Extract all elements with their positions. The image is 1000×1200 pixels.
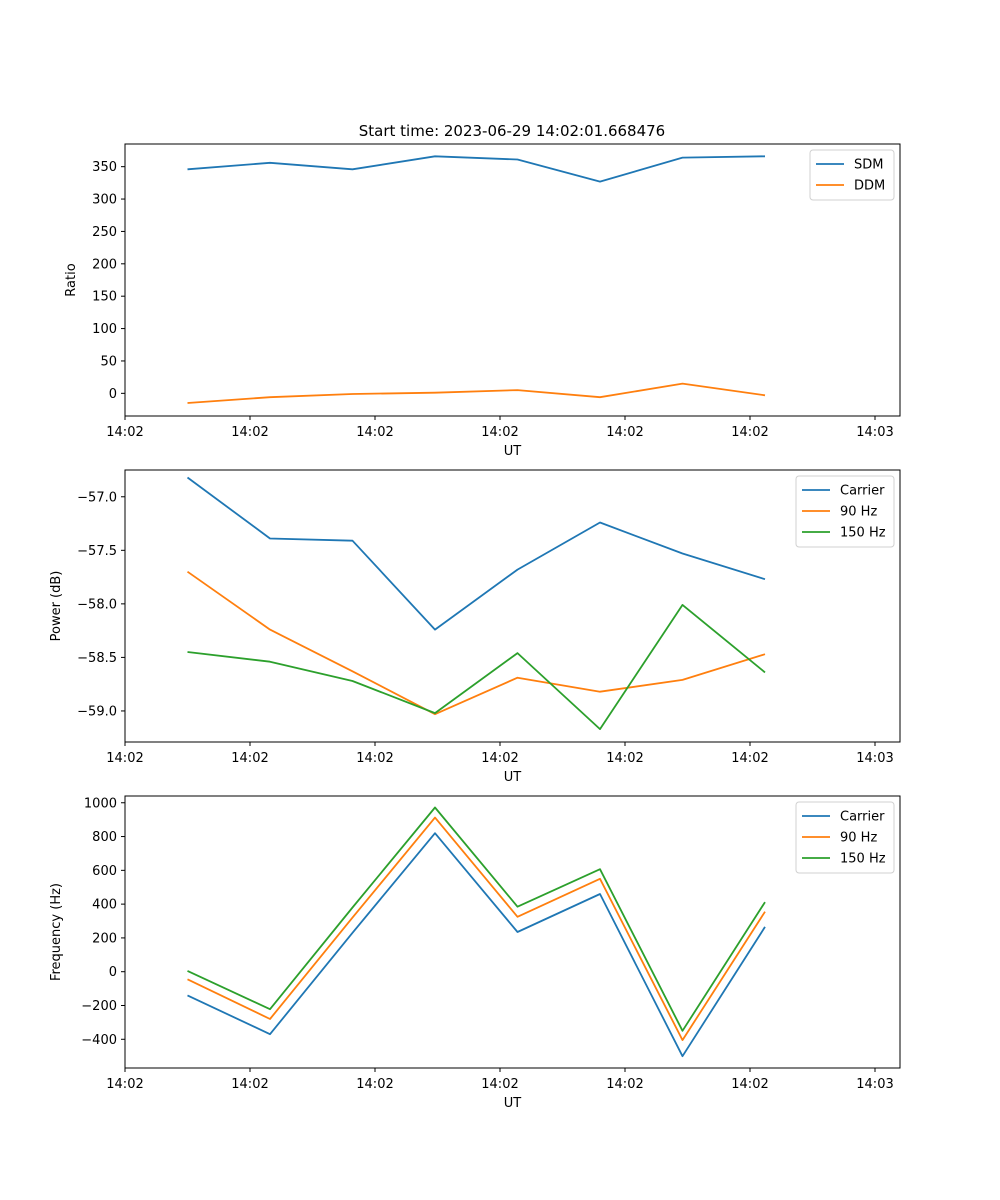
- frequency-y-tick-label-2: 600: [92, 864, 117, 879]
- ratio-y-tick-label-6: 300: [92, 193, 117, 208]
- power-x-tick-label-1: 14:02: [231, 751, 268, 766]
- ratio-x-tick-label-1: 14:02: [231, 425, 268, 440]
- ratio-series-line-0: [187, 155, 766, 183]
- ratio-y-tick-label-0: 0: [109, 387, 117, 402]
- frequency-series-line-2: [187, 806, 766, 1032]
- power-y-tick-label-0: −57.0: [77, 490, 117, 505]
- frequency-legend-label-0: Carrier: [840, 810, 885, 825]
- power-legend-label-2: 150 Hz: [840, 526, 886, 541]
- frequency-legend-frame: [795, 801, 895, 874]
- frequency-y-tick-label-6: −200: [81, 999, 117, 1014]
- frequency-legend: Carrier 90 Hz 150 Hz: [795, 801, 895, 874]
- power-x-axis-label: UT: [504, 770, 522, 785]
- power-x-tick-label-6: 14:03: [856, 751, 893, 766]
- ratio-legend-label-1: DDM: [854, 179, 885, 194]
- power-x-tick-label-4: 14:02: [606, 751, 643, 766]
- power-y-tick-label-2: −58.0: [77, 597, 117, 612]
- power-y-axis-label: Power (dB): [49, 571, 64, 642]
- frequency-x-tick-label-5: 14:02: [731, 1077, 768, 1092]
- power-legend: Carrier 90 Hz 150 Hz: [795, 475, 895, 548]
- power-y-tick-label-3: −58.5: [77, 651, 117, 666]
- frequency-y-tick-label-3: 400: [92, 898, 117, 913]
- ratio-y-tick-label-7: 350: [92, 160, 117, 175]
- power-legend-label-1: 90 Hz: [840, 505, 877, 520]
- figure-title: Start time: 2023-06-29 14:02:01.668476: [359, 122, 665, 140]
- power-x-tick-label-0: 14:02: [106, 751, 143, 766]
- frequency-x-tick-label-0: 14:02: [106, 1077, 143, 1092]
- frequency-x-tick-label-6: 14:03: [856, 1077, 893, 1092]
- power-series-line-2: [187, 604, 766, 730]
- power-legend-frame: [795, 475, 895, 548]
- frequency-legend-label-2: 150 Hz: [840, 852, 886, 867]
- power-series-line-0: [186, 476, 766, 631]
- power-x-tick-label-3: 14:02: [481, 751, 518, 766]
- power-x-tick-label-2: 14:02: [356, 751, 393, 766]
- power-x-tick-label-5: 14:02: [731, 751, 768, 766]
- ratio-y-tick-label-4: 200: [92, 257, 117, 272]
- frequency-y-tick-label-7: −400: [81, 1033, 117, 1048]
- power-y-tick-label-4: −59.0: [77, 704, 117, 719]
- frequency-x-tick-label-2: 14:02: [356, 1077, 393, 1092]
- ratio-legend: SDM DDM: [809, 149, 895, 201]
- frequency-y-tick-label-0: 1000: [84, 796, 117, 811]
- frequency-x-axis-label: UT: [504, 1096, 522, 1111]
- power-series-line-1: [186, 570, 766, 716]
- ratio-series-line-1: [187, 382, 766, 404]
- frequency-series-line-1: [187, 816, 766, 1041]
- ratio-y-tick-label-2: 100: [92, 322, 117, 337]
- frequency-axes-frame: [124, 795, 901, 1069]
- frequency-y-tick-label-4: 200: [92, 931, 117, 946]
- frequency-x-tick-label-3: 14:02: [481, 1077, 518, 1092]
- ratio-y-tick-label-5: 250: [92, 225, 117, 240]
- ratio-y-tick-label-1: 50: [100, 354, 117, 369]
- ratio-legend-frame: [809, 149, 895, 201]
- ratio-x-tick-label-6: 14:03: [856, 425, 893, 440]
- ratio-y-axis-label: Ratio: [64, 263, 79, 296]
- ratio-legend-label-0: SDM: [854, 158, 883, 173]
- frequency-y-axis-label: Frequency (Hz): [49, 883, 64, 981]
- ratio-x-axis-label: UT: [504, 444, 522, 459]
- frequency-x-tick-label-1: 14:02: [231, 1077, 268, 1092]
- frequency-y-tick-label-5: 0: [109, 965, 117, 980]
- ratio-y-tick-label-3: 150: [92, 290, 117, 305]
- frequency-panel: 14:02 14:02 14:02 14:02 14:02 14:02 14:03 1000 8…: [49, 795, 901, 1111]
- frequency-series-line-0: [187, 832, 766, 1058]
- power-legend-label-0: Carrier: [840, 484, 885, 499]
- ratio-x-tick-label-5: 14:02: [731, 425, 768, 440]
- frequency-y-tick-label-1: 800: [92, 830, 117, 845]
- ratio-panel: 14:02 14:02 14:02 14:02 14:02 14:02 14:03 0 50 10…: [64, 143, 901, 459]
- power-axes-frame: [124, 469, 901, 743]
- frequency-legend-label-1: 90 Hz: [840, 831, 877, 846]
- ratio-x-tick-label-4: 14:02: [606, 425, 643, 440]
- ratio-x-tick-label-2: 14:02: [356, 425, 393, 440]
- power-panel: 14:02 14:02 14:02 14:02 14:02 14:02 14:03 −57.0…: [49, 469, 901, 785]
- ratio-x-tick-label-3: 14:02: [481, 425, 518, 440]
- frequency-x-tick-label-4: 14:02: [606, 1077, 643, 1092]
- ratio-axes-frame: [124, 143, 901, 417]
- ratio-x-tick-label-0: 14:02: [106, 425, 143, 440]
- power-y-tick-label-1: −57.5: [77, 544, 117, 559]
